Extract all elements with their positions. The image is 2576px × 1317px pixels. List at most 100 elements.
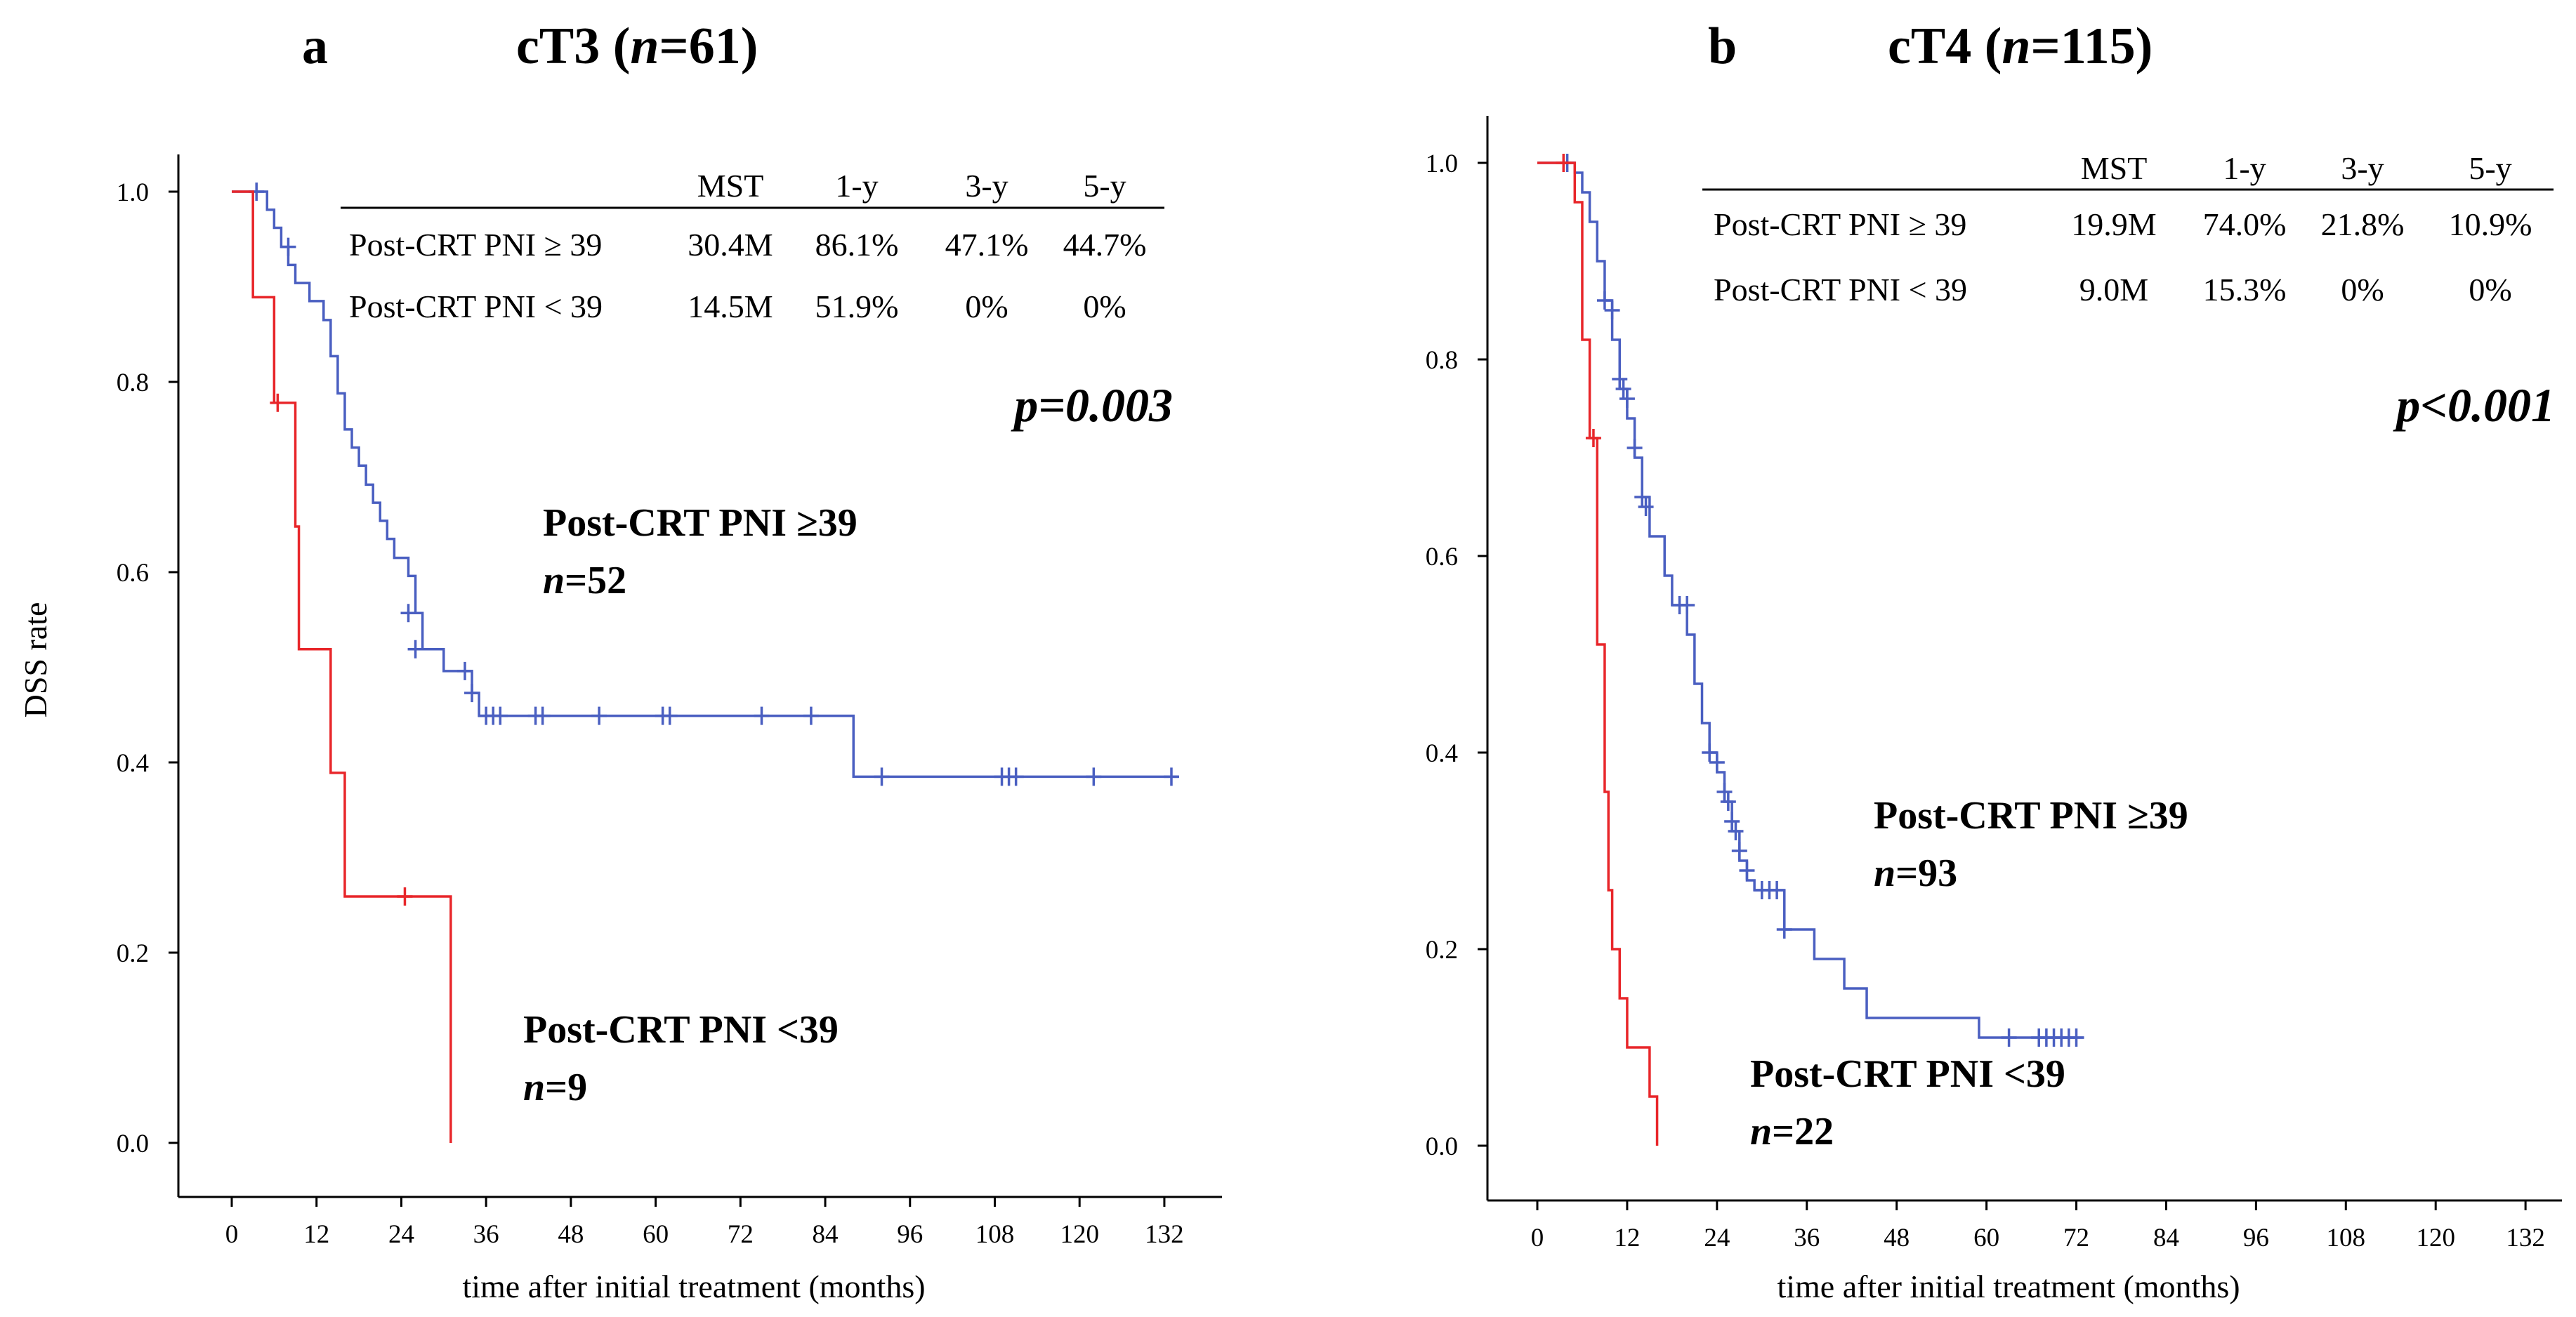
censor-mark: [407, 640, 423, 658]
y-tick-label: 0.4: [117, 749, 149, 778]
km-curves: [232, 183, 1179, 1143]
table-row-label: Post-CRT PNI ≥ 39: [1714, 206, 1966, 242]
censor-mark: [1008, 767, 1024, 786]
panel-title-equals: =: [659, 18, 689, 75]
table-row-label: Post-CRT PNI < 39: [349, 289, 603, 324]
x-tick-label: 12: [303, 1220, 329, 1249]
censor-mark: [1739, 861, 1755, 880]
panel-title-n: n: [2002, 18, 2030, 75]
table-cell: 21.8%: [2321, 206, 2405, 242]
censor-mark: [1716, 783, 1733, 801]
y-tick-label: 0.0: [117, 1130, 149, 1158]
table-header-1y: 1-y: [2223, 150, 2266, 186]
censor-mark: [280, 237, 296, 256]
table-cell: 44.7%: [1063, 227, 1147, 263]
x-tick-label: 120: [1060, 1220, 1099, 1249]
censor-mark: [1086, 767, 1102, 786]
x-tick-label: 120: [2416, 1224, 2455, 1252]
x-tick-label: 24: [1704, 1224, 1730, 1252]
x-tick-label: 60: [1973, 1224, 1999, 1252]
series-label-high: Post-CRT PNI ≥39: [543, 501, 857, 545]
censor-mark: [591, 706, 607, 725]
censor-mark: [1627, 439, 1643, 457]
x-tick-label: 48: [1884, 1224, 1910, 1252]
series-n-value: =52: [565, 559, 626, 602]
table-cell: 19.9M: [2071, 206, 2156, 242]
censor-mark: [1776, 920, 1792, 939]
censor-mark: [400, 604, 416, 623]
table-cell: 0%: [965, 289, 1008, 324]
censor-mark: [803, 706, 819, 725]
x-tick-label: 84: [813, 1220, 839, 1249]
table-cell: 0%: [2469, 272, 2511, 307]
summary-table: MST 1-y 3-y 5-y Post-CRT PNI ≥ 39 19.9M …: [1702, 150, 2554, 307]
series-n-low: n=22: [1750, 1110, 1834, 1153]
censor-mark: [492, 706, 508, 725]
table-header-3y: 3-y: [2341, 150, 2384, 186]
table-cell: 74.0%: [2203, 206, 2287, 242]
censor-mark: [534, 706, 551, 725]
censor-mark: [1709, 753, 1725, 772]
series-n-value: =93: [1895, 852, 1957, 895]
panel-title-n: n: [630, 18, 659, 75]
censor-mark: [1679, 596, 1695, 614]
censor-mark: [1702, 743, 1718, 762]
censor-mark: [1728, 822, 1744, 840]
y-tick-label: 0.4: [1426, 739, 1458, 768]
x-tick-label: 96: [897, 1220, 923, 1249]
km-curve-series-0: [1537, 161, 2084, 1039]
y-tick-label: 0.6: [1426, 543, 1458, 571]
km-curves: [1537, 154, 2084, 1146]
series-n-value: =22: [1772, 1110, 1834, 1153]
summary-table: MST 1-y 3-y 5-y Post-CRT PNI ≥ 39 30.4M …: [341, 168, 1164, 324]
x-tick-label: 132: [2506, 1224, 2545, 1252]
panel-title-equals: =: [2031, 18, 2061, 75]
table-header-1y: 1-y: [835, 168, 878, 204]
censor-mark: [1720, 793, 1736, 811]
table-row-label: Post-CRT PNI < 39: [1714, 272, 1967, 307]
y-tick-label: 0.8: [117, 369, 149, 397]
censor-mark: [662, 706, 678, 725]
censor-mark: [1634, 488, 1650, 506]
table-cell: 0%: [2341, 272, 2384, 307]
km-curve-series-0: [232, 190, 1179, 779]
x-axis-title: time after initial treatment (months): [462, 1269, 925, 1304]
censor-mark: [1615, 380, 1631, 398]
table-header-5y: 5-y: [1083, 168, 1126, 204]
censor-mark: [1731, 842, 1747, 860]
table-cell: 51.9%: [815, 289, 899, 324]
censor-mark: [2068, 1028, 2084, 1047]
x-tick-label: 132: [1145, 1220, 1184, 1249]
panel-title: cT3 (n=61): [516, 18, 758, 75]
y-tick-label: 0.2: [1426, 936, 1458, 965]
table-cell: 15.3%: [2203, 272, 2287, 307]
table-cell: 47.1%: [945, 227, 1029, 263]
x-tick-label: 12: [1614, 1224, 1640, 1252]
panel-a-cT3: a cT3 (n=61) 0.00.20.40.60.81.0 0 12 24 36 4…: [18, 18, 1222, 1304]
table-cell: 0%: [1083, 289, 1126, 324]
censor-mark: [754, 706, 770, 725]
y-tick-label: 0.8: [1426, 346, 1458, 375]
y-ticks: 0.0 0.2 0.4 0.6 0.8 1.0: [117, 178, 178, 1158]
censor-mark: [1163, 767, 1179, 786]
series-n-high: n=52: [543, 559, 626, 602]
series-label-low: Post-CRT PNI <39: [523, 1008, 839, 1052]
series-label-low: Post-CRT PNI <39: [1750, 1052, 2065, 1096]
x-tick-label: 96: [2243, 1224, 2269, 1252]
x-tick-label: 72: [728, 1220, 754, 1249]
panel-letter: b: [1708, 18, 1737, 75]
table-cell: 86.1%: [815, 227, 899, 263]
series-n-letter: n: [1750, 1110, 1772, 1153]
panel-title-n-value: 115: [2061, 18, 2136, 75]
x-tick-label: 24: [388, 1220, 414, 1249]
x-tick-label: 108: [975, 1220, 1015, 1249]
censor-mark: [456, 661, 473, 680]
censor-mark: [2001, 1028, 2017, 1047]
x-tick-label: 108: [2327, 1224, 2366, 1252]
panel-title-close-paren: ): [741, 18, 758, 75]
y-tick-label: 1.0: [117, 178, 149, 207]
y-tick-label: 0.2: [117, 939, 149, 968]
x-ticks: 0 12 24 36 48 60 72 84 96 108 120 132: [225, 1197, 1184, 1249]
panel-title-open-paren: (: [1971, 18, 2002, 75]
censor-mark: [464, 684, 480, 703]
